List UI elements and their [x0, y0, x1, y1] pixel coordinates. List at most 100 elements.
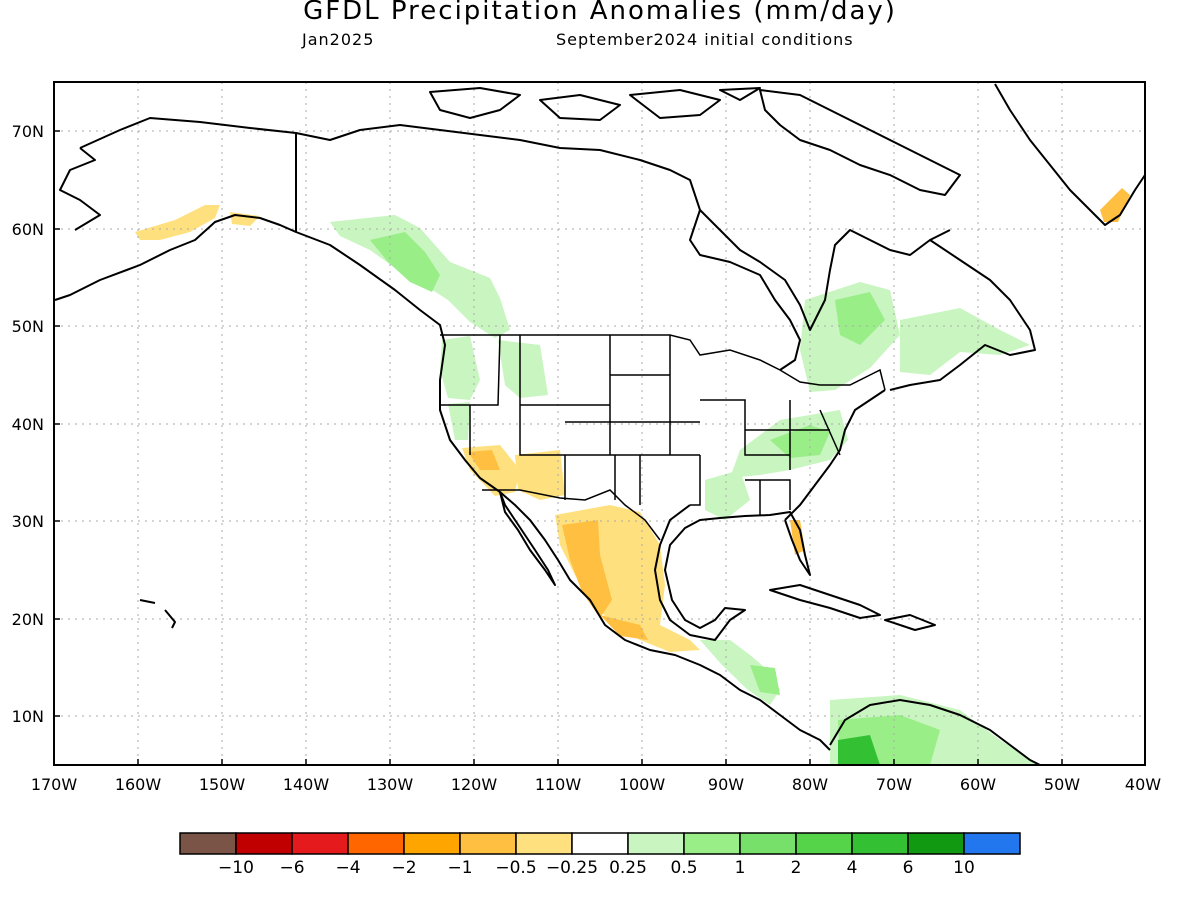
coastlines — [54, 83, 1145, 765]
colorbar-swatch — [291, 832, 349, 855]
colorbar-swatch — [851, 832, 909, 855]
lon-label: 40W — [1125, 775, 1161, 794]
colorbar-swatch — [963, 832, 1021, 855]
south-america-coast — [829, 699, 1041, 765]
lat-label: 10N — [12, 707, 44, 726]
honduras-wet-core — [750, 665, 780, 695]
colorbar-swatch — [459, 832, 517, 855]
baffin-island — [759, 89, 961, 196]
forecast-month: Jan2025 — [302, 30, 375, 49]
alaska-dry — [135, 205, 220, 240]
colorbar-swatch — [907, 832, 965, 855]
colorbar-swatch — [795, 832, 853, 855]
hispaniola — [884, 614, 936, 631]
colorbar-swatch — [683, 832, 741, 855]
maritimes-wet — [900, 308, 1030, 375]
lon-label: 160W — [115, 775, 162, 794]
colorbar-label: 10 — [953, 858, 975, 878]
colorbar-swatch — [179, 832, 237, 855]
us-canada-border — [440, 334, 886, 391]
colorbar-label: −0.5 — [495, 858, 536, 878]
oregon-wet — [440, 336, 480, 400]
wet-anomaly-areas — [330, 215, 1040, 765]
colorbar-label: −0.25 — [546, 858, 598, 878]
southwest-dry-core — [468, 450, 500, 470]
lon-label: 80W — [792, 775, 828, 794]
pacific-coast — [295, 231, 831, 751]
lat-label: 50N — [12, 317, 44, 336]
colorbar-label: 4 — [847, 858, 858, 878]
lon-label: 150W — [199, 775, 246, 794]
greenland-coast — [994, 83, 1145, 226]
lon-label: 60W — [960, 775, 996, 794]
political-boundaries — [440, 334, 886, 541]
cuba — [769, 584, 881, 619]
colorbar-swatch — [403, 832, 461, 855]
ohio-valley-core — [770, 425, 830, 458]
gulf-coast — [654, 504, 811, 641]
arctic-islands — [429, 87, 761, 121]
lat-label: 30N — [12, 512, 44, 531]
colorbar-label: −4 — [335, 858, 360, 878]
colorbar-label: 2 — [791, 858, 802, 878]
lat-label: 60N — [12, 220, 44, 239]
alaska-dry-2 — [230, 212, 260, 226]
map-frame — [53, 81, 1146, 766]
lon-label: 110W — [535, 775, 582, 794]
lon-label: 90W — [708, 775, 744, 794]
colorbar-label: −6 — [279, 858, 304, 878]
lon-label: 100W — [619, 775, 666, 794]
colorbar-swatch — [739, 832, 797, 855]
lon-label: 140W — [283, 775, 330, 794]
alaska-coast — [54, 117, 297, 301]
map-title: GFDL Precipitation Anomalies (mm/day) — [303, 0, 897, 26]
colorbar-swatch — [571, 832, 629, 855]
atlantic-coast — [784, 389, 886, 521]
hawaii — [139, 599, 176, 629]
colorbar-label: 1 — [735, 858, 746, 878]
colorbar-label: −1 — [447, 858, 472, 878]
lon-label: 120W — [451, 775, 498, 794]
colorbar-swatch — [347, 832, 405, 855]
latitude-labels: 70N 60N 50N 40N 30N 20N 10N — [12, 122, 44, 726]
colombia-wet-peak — [838, 735, 880, 765]
colorbar-label: 6 — [903, 858, 914, 878]
lat-label: 40N — [12, 415, 44, 434]
colorbar-label: 0.25 — [609, 858, 647, 878]
colorbar-label: 0.5 — [670, 858, 697, 878]
longitude-labels: 170W 160W 150W 140W 130W 120W 110W 100W … — [31, 775, 1161, 794]
colorbar-swatch — [627, 832, 685, 855]
bc-wet-core — [370, 232, 440, 292]
initial-conditions: September2024 initial conditions — [556, 30, 854, 49]
quebec-wet-core — [835, 292, 885, 345]
mexico-dry-core — [562, 520, 612, 618]
lon-label: 50W — [1044, 775, 1080, 794]
dry-anomaly-areas — [135, 188, 1130, 652]
state-lines — [440, 334, 841, 515]
colorbar-swatch — [235, 832, 293, 855]
baja-california — [499, 491, 556, 586]
rockies-wet — [498, 340, 548, 398]
mexico-dry-west — [600, 615, 648, 640]
canada-arctic-coast — [295, 124, 801, 371]
colorbar-labels: −10 −6 −4 −2 −1 −0.5 −0.25 0.25 0.5 1 2 4 6 10 — [218, 858, 975, 878]
colorbar — [179, 832, 1021, 855]
lat-label: 70N — [12, 122, 44, 141]
norcal-wet — [448, 402, 470, 440]
labrador-coast — [889, 239, 1036, 391]
us-mexico-border — [482, 489, 661, 541]
colorbar-swatch — [515, 832, 573, 855]
lat-label: 20N — [12, 610, 44, 629]
greenland-dry — [1100, 188, 1130, 222]
colorbar-label: −10 — [218, 858, 254, 878]
southeast-wet — [705, 470, 750, 520]
arizona-dry — [515, 450, 565, 500]
lon-label: 70W — [876, 775, 912, 794]
map-area — [54, 82, 1145, 765]
lon-label: 170W — [31, 775, 78, 794]
lon-label: 130W — [367, 775, 414, 794]
hudson-bay — [699, 209, 951, 331]
colorbar-label: −2 — [391, 858, 416, 878]
graticule — [54, 82, 1145, 765]
